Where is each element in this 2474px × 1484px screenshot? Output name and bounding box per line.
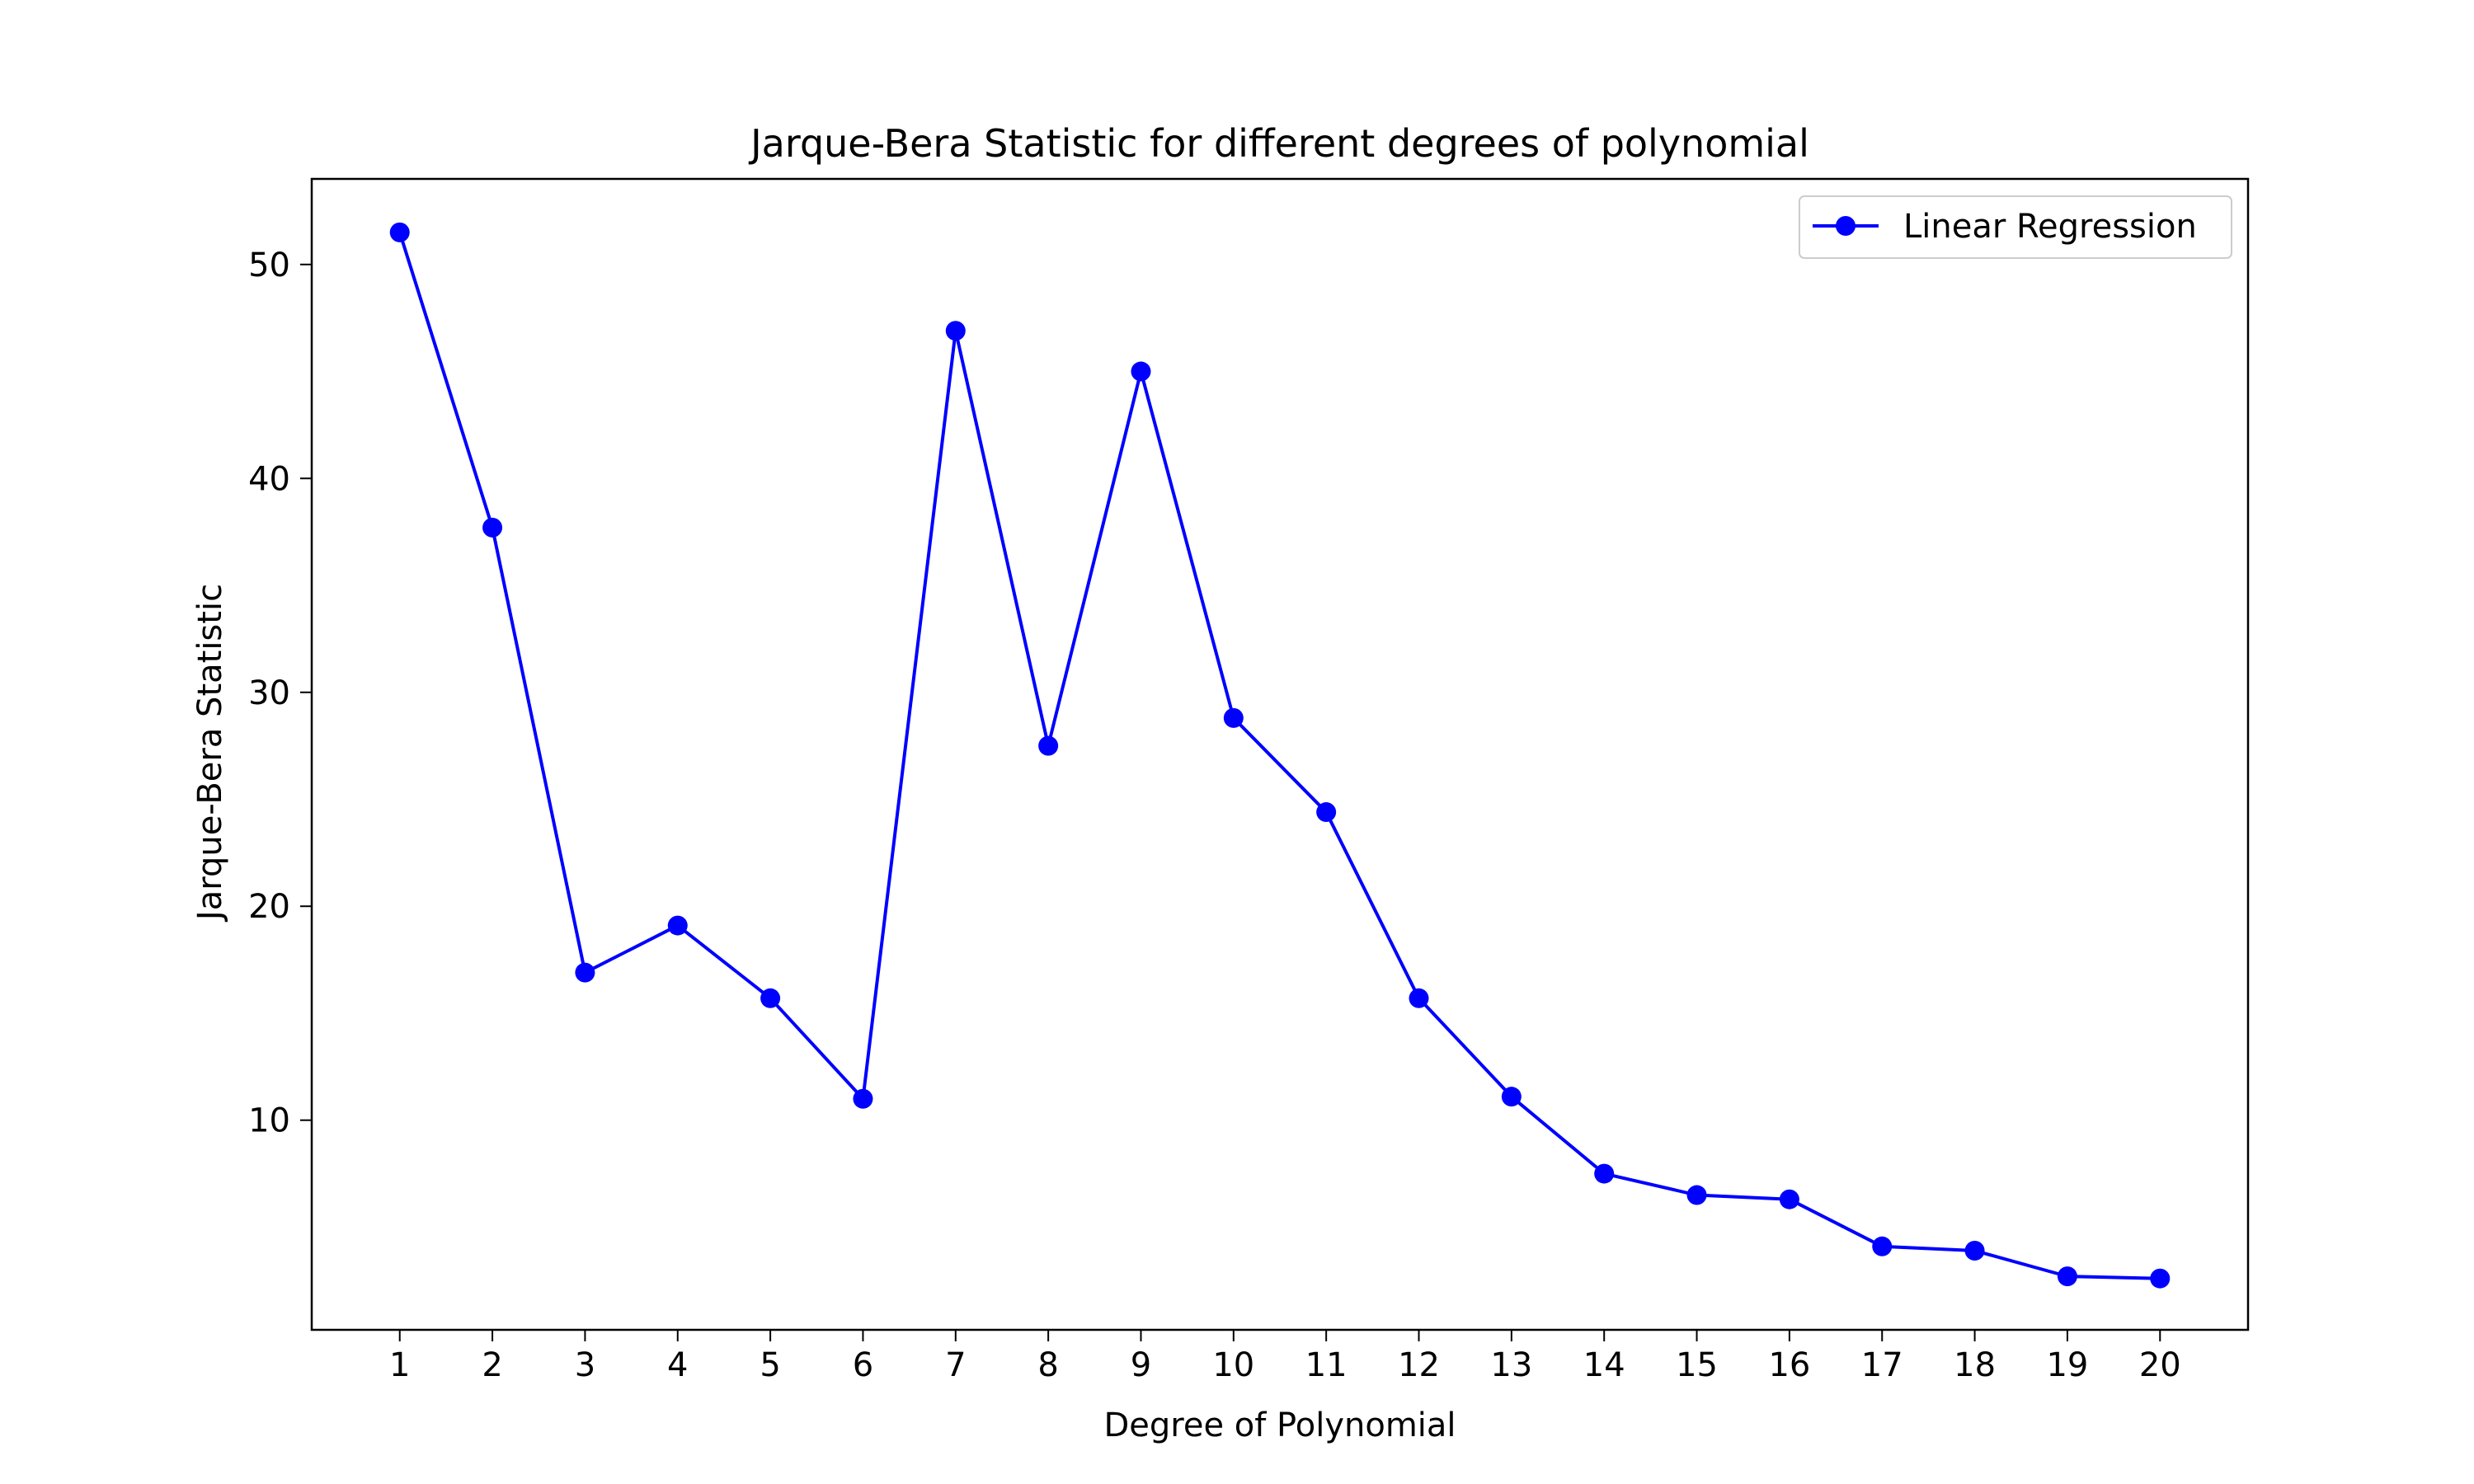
chart-title: Jarque-Bera Statistic for different degr… <box>748 121 1809 166</box>
data-point <box>1872 1236 1893 1256</box>
data-point <box>1038 735 1059 756</box>
x-tick-label: 3 <box>575 1346 595 1384</box>
x-tick-label: 2 <box>482 1346 502 1384</box>
data-point <box>1409 988 1429 1008</box>
data-point <box>853 1088 873 1109</box>
x-axis-label: Degree of Polynomial <box>1103 1407 1456 1444</box>
y-tick-label: 50 <box>248 247 290 284</box>
data-point <box>2057 1266 2077 1287</box>
data-point <box>1594 1163 1615 1184</box>
x-tick-label: 1 <box>389 1346 410 1384</box>
plot-frame <box>310 177 2250 1331</box>
x-tick-label: 19 <box>2046 1346 2088 1384</box>
plot-area: 1 2 3 4 5 6 7 8 9 10 11 12 13 14 15 16 17 18 19 20102030405… <box>248 177 2250 1384</box>
legend-series-marker <box>1836 216 1856 236</box>
legend-box <box>1799 195 2232 259</box>
x-tick-label: 5 <box>760 1346 780 1384</box>
y-tick-label: 20 <box>248 888 290 926</box>
x-tick-label: 15 <box>1676 1346 1718 1384</box>
x-tick-label: 14 <box>1583 1346 1625 1384</box>
y-tick-label: 10 <box>248 1102 290 1140</box>
data-point <box>575 962 595 983</box>
data-point <box>667 915 688 936</box>
data-point <box>1316 802 1337 823</box>
x-tick-label: 8 <box>1037 1346 1058 1384</box>
x-tick-label: 16 <box>1768 1346 1810 1384</box>
x-tick-label: 13 <box>1490 1346 1532 1384</box>
x-tick-label: 9 <box>1131 1346 1151 1384</box>
data-point <box>2150 1268 2171 1289</box>
legend: Linear Regression <box>1799 195 2232 259</box>
data-point <box>1223 707 1244 728</box>
y-tick-label: 40 <box>248 460 290 498</box>
data-point <box>945 321 966 341</box>
data-point <box>760 988 781 1008</box>
legend-series-label: Linear Regression <box>1903 208 2197 246</box>
data-point <box>482 517 503 538</box>
data-point <box>1501 1087 1522 1107</box>
data-point <box>1964 1240 1985 1261</box>
x-tick-label: 17 <box>1861 1346 1903 1384</box>
x-tick-label: 10 <box>1212 1346 1254 1384</box>
x-tick-label: 6 <box>853 1346 873 1384</box>
x-tick-label: 20 <box>2139 1346 2181 1384</box>
x-tick-label: 11 <box>1305 1346 1348 1384</box>
data-point <box>389 222 410 242</box>
series-line <box>397 230 2162 1280</box>
y-tick-label: 30 <box>248 674 290 712</box>
x-tick-label: 12 <box>1398 1346 1440 1384</box>
x-tick-label: 7 <box>945 1346 966 1384</box>
data-point <box>1131 361 1151 382</box>
data-point <box>1779 1189 1799 1209</box>
x-tick-label: 18 <box>1954 1346 1996 1384</box>
y-axis-label: Jarque-Bera Statistic <box>191 584 229 923</box>
x-tick-label: 4 <box>667 1346 688 1384</box>
data-point <box>1686 1185 1707 1205</box>
